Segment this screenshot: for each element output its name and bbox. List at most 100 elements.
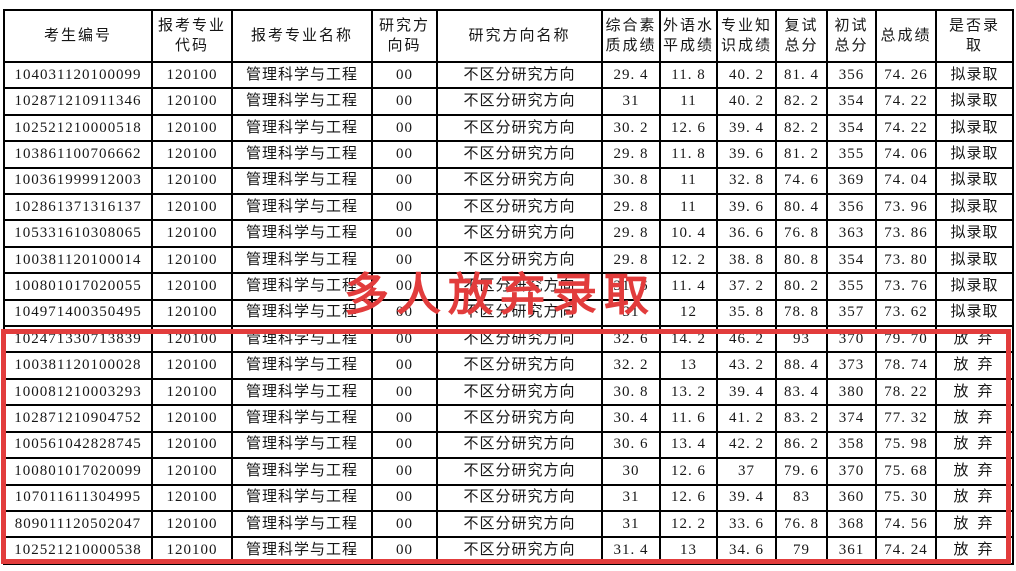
cell-professional-knowledge-score: 41. 2 (716, 404, 777, 433)
cell-admission-status: 拟录取 (935, 219, 1014, 248)
cell-comprehensive-score: 29. 4 (601, 60, 661, 90)
cell-direction-code: 00 (371, 404, 438, 433)
table-row: 100381120100028 120100 管理科学与工程 00 不区分研究方向 32.… (3, 351, 1014, 380)
cell-admission-status: 放弃 (935, 430, 1014, 460)
cell-direction-name: 不区分研究方向 (436, 536, 603, 565)
cell-initial-test-total: 370 (826, 325, 877, 354)
cell-direction-code: 00 (371, 245, 438, 275)
cell-admission-status: 拟录取 (935, 87, 1014, 116)
cell-total-score: 78. 74 (875, 351, 937, 380)
cell-direction-name: 不区分研究方向 (436, 351, 603, 380)
cell-candidate-id: 102521210000518 (3, 113, 153, 143)
cell-major-code: 120100 (151, 483, 233, 512)
cell-initial-test-total: 370 (826, 457, 877, 486)
cell-retest-total: 80. 4 (775, 193, 828, 222)
cell-retest-total: 83 (775, 483, 828, 512)
cell-direction-name: 不区分研究方向 (436, 113, 603, 143)
cell-professional-knowledge-score: 38. 8 (716, 245, 777, 275)
cell-candidate-id: 102471330713839 (3, 325, 153, 354)
cell-admission-status: 放弃 (935, 509, 1014, 539)
cell-comprehensive-score: 29. 8 (601, 245, 661, 275)
column-header-total-score: 总成绩 (875, 9, 937, 63)
cell-direction-name: 不区分研究方向 (436, 298, 603, 328)
cell-initial-test-total: 354 (826, 113, 877, 143)
cell-major-name: 管理科学与工程 (231, 166, 373, 196)
cell-major-name: 管理科学与工程 (231, 60, 373, 90)
cell-candidate-id: 102871210911346 (3, 87, 153, 116)
cell-comprehensive-score: 30. 4 (601, 404, 661, 433)
column-header-candidate-id: 考生编号 (3, 9, 153, 63)
cell-foreign-language-score: 10. 4 (659, 219, 718, 248)
cell-retest-total: 86. 2 (775, 430, 828, 460)
cell-retest-total: 79 (775, 536, 828, 565)
cell-foreign-language-score: 11. 8 (659, 60, 718, 90)
cell-direction-code: 00 (371, 325, 438, 354)
table-row: 102521210000538 120100 管理科学与工程 00 不区分研究方向 31.… (3, 536, 1014, 565)
cell-foreign-language-score: 13. 4 (659, 430, 718, 460)
table-row: 104971400350495 120100 管理科学与工程 00 不区分研究方向 31 1… (3, 298, 1014, 328)
cell-major-name: 管理科学与工程 (231, 377, 373, 407)
cell-candidate-id: 105331610308065 (3, 219, 153, 248)
cell-foreign-language-score: 14. 2 (659, 325, 718, 354)
cell-comprehensive-score: 30. 6 (601, 430, 661, 460)
cell-professional-knowledge-score: 32. 8 (716, 166, 777, 196)
cell-initial-test-total: 368 (826, 509, 877, 539)
cell-major-name: 管理科学与工程 (231, 272, 373, 301)
cell-total-score: 75. 30 (875, 483, 937, 512)
cell-initial-test-total: 356 (826, 193, 877, 222)
cell-direction-name: 不区分研究方向 (436, 245, 603, 275)
cell-direction-code: 00 (371, 166, 438, 196)
cell-direction-code: 00 (371, 536, 438, 565)
cell-total-score: 74. 04 (875, 166, 937, 196)
cell-candidate-id: 107011611304995 (3, 483, 153, 512)
cell-major-code: 120100 (151, 245, 233, 275)
cell-comprehensive-score: 32. 2 (601, 351, 661, 380)
cell-direction-name: 不区分研究方向 (436, 457, 603, 486)
cell-initial-test-total: 358 (826, 430, 877, 460)
cell-total-score: 74. 22 (875, 113, 937, 143)
cell-retest-total: 93 (775, 325, 828, 354)
cell-direction-code: 00 (371, 272, 438, 301)
cell-direction-name: 不区分研究方向 (436, 430, 603, 460)
cell-total-score: 73. 80 (875, 245, 937, 275)
cell-admission-status: 放弃 (935, 457, 1014, 486)
cell-professional-knowledge-score: 40. 2 (716, 87, 777, 116)
cell-admission-status: 拟录取 (935, 193, 1014, 222)
cell-professional-knowledge-score: 39. 4 (716, 377, 777, 407)
cell-initial-test-total: 360 (826, 483, 877, 512)
table-row: 809011120502047 120100 管理科学与工程 00 不区分研究方向 31 1… (3, 509, 1014, 539)
cell-comprehensive-score: 31 (601, 509, 661, 539)
cell-direction-name: 不区分研究方向 (436, 193, 603, 222)
cell-professional-knowledge-score: 42. 2 (716, 430, 777, 460)
cell-foreign-language-score: 11. 6 (659, 404, 718, 433)
cell-total-score: 75. 98 (875, 430, 937, 460)
cell-retest-total: 79. 6 (775, 457, 828, 486)
cell-direction-code: 00 (371, 483, 438, 512)
cell-major-code: 120100 (151, 140, 233, 169)
cell-initial-test-total: 363 (826, 219, 877, 248)
cell-major-name: 管理科学与工程 (231, 325, 373, 354)
table-row: 102871210904752 120100 管理科学与工程 00 不区分研究方向 30.… (3, 404, 1014, 433)
cell-direction-code: 00 (371, 351, 438, 380)
cell-major-code: 120100 (151, 457, 233, 486)
cell-admission-status: 放弃 (935, 325, 1014, 354)
cell-major-code: 120100 (151, 430, 233, 460)
cell-major-name: 管理科学与工程 (231, 193, 373, 222)
column-header-direction-code: 研究方 向码 (371, 9, 438, 63)
cell-retest-total: 80. 2 (775, 272, 828, 301)
cell-candidate-id: 100361999912003 (3, 166, 153, 196)
cell-admission-status: 拟录取 (935, 245, 1014, 275)
cell-candidate-id: 100801017020055 (3, 272, 153, 301)
cell-initial-test-total: 373 (826, 351, 877, 380)
cell-comprehensive-score: 31 (601, 298, 661, 328)
column-header-initial-test-total: 初试 总分 (826, 9, 877, 63)
cell-admission-status: 放弃 (935, 483, 1014, 512)
cell-candidate-id: 809011120502047 (3, 509, 153, 539)
table-row: 107011611304995 120100 管理科学与工程 00 不区分研究方向 31 1… (3, 483, 1014, 512)
cell-major-code: 120100 (151, 113, 233, 143)
cell-retest-total: 81. 2 (775, 140, 828, 169)
cell-direction-name: 不区分研究方向 (436, 166, 603, 196)
cell-admission-status: 拟录取 (935, 113, 1014, 143)
cell-professional-knowledge-score: 34. 6 (716, 536, 777, 565)
